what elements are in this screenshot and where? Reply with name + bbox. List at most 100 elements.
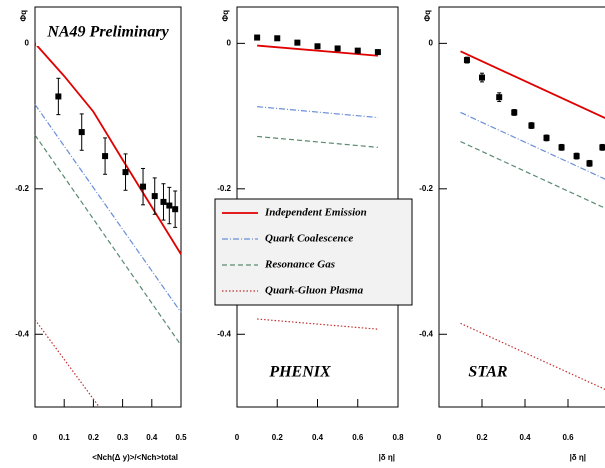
marker — [599, 144, 605, 151]
data-point — [543, 134, 550, 142]
series-line — [257, 135, 378, 148]
x-tick-label: 0.3 — [117, 433, 129, 442]
marker — [463, 57, 470, 64]
x-tick-label: 0.2 — [88, 433, 100, 442]
y-tick-label: -0.4 — [419, 329, 433, 338]
y-axis-label: Φq — [221, 10, 230, 22]
y-tick-label: -0.4 — [15, 329, 29, 338]
plot-frame — [438, 6, 605, 408]
x-tick-label: 0.5 — [175, 433, 187, 442]
series-line — [34, 134, 182, 346]
series-line — [34, 42, 182, 255]
marker — [78, 129, 85, 136]
data-point — [586, 159, 593, 167]
series-line — [34, 319, 100, 408]
marker — [479, 74, 485, 81]
series-line — [460, 141, 605, 209]
x-tick-label: 0.2 — [272, 433, 284, 442]
plot-frame — [34, 6, 182, 408]
series-line — [257, 106, 378, 119]
x-axis-label: |δ η| — [379, 453, 395, 462]
data-point — [172, 190, 179, 228]
marker — [140, 183, 147, 190]
data-point — [354, 47, 361, 54]
data-point — [314, 43, 321, 50]
y-axis-label: Φq — [19, 10, 28, 22]
legend-label: Independent Emission — [264, 207, 367, 219]
chart-title: STAR — [468, 364, 507, 381]
marker — [334, 45, 341, 52]
legend-label: Quark Coalescence — [265, 233, 353, 245]
legend-box — [214, 198, 413, 306]
y-tick-label: -0.2 — [217, 184, 231, 193]
title-box — [36, 19, 180, 46]
x-tick-label: 0.1 — [59, 433, 71, 442]
x-tick-label: 0.4 — [146, 433, 158, 442]
marker — [172, 206, 179, 213]
chart-title: PHENIX — [268, 364, 331, 381]
marker — [122, 169, 129, 176]
marker — [274, 35, 281, 42]
x-tick-label: 0 — [235, 433, 240, 442]
y-tick-label: -0.2 — [419, 184, 433, 193]
marker — [294, 39, 301, 46]
data-point — [274, 35, 281, 42]
x-axis-label: <Nch(Δ y)>/<Nch>total — [92, 453, 178, 462]
chart-title: NA49 Preliminary — [46, 24, 169, 41]
data-point — [496, 92, 503, 103]
data-point — [573, 152, 580, 160]
data-point — [294, 39, 301, 46]
y-tick-label: -0.2 — [15, 184, 29, 193]
marker — [374, 49, 381, 56]
series-line — [460, 50, 605, 119]
marker — [573, 153, 580, 160]
marker — [314, 43, 321, 50]
data-point — [374, 49, 381, 56]
series-line — [34, 104, 182, 313]
marker — [558, 144, 565, 151]
y-tick-label: -0.4 — [217, 329, 231, 338]
marker — [254, 34, 261, 41]
marker — [586, 160, 593, 167]
x-axis-label: |δ η| — [570, 453, 586, 462]
y-tick-label: 0 — [429, 38, 434, 47]
x-tick-label: 0 — [33, 433, 38, 442]
data-point — [55, 77, 62, 116]
x-tick-label: 0.6 — [352, 433, 364, 442]
data-point — [334, 45, 341, 52]
data-point — [102, 137, 109, 175]
data-point — [140, 167, 147, 206]
data-point — [599, 143, 605, 151]
x-tick-label: 0.4 — [312, 433, 324, 442]
data-point — [528, 122, 535, 129]
x-tick-label: 0.2 — [476, 433, 488, 442]
marker — [543, 134, 550, 141]
y-axis-label: Φq — [423, 10, 432, 22]
marker — [55, 93, 62, 100]
marker — [511, 109, 518, 116]
marker — [528, 122, 535, 129]
y-tick-label: 0 — [227, 38, 232, 47]
series-line — [460, 111, 605, 180]
data-point — [166, 186, 173, 225]
series-line — [257, 318, 378, 330]
marker — [102, 153, 109, 160]
legend-label: Resonance Gas — [264, 259, 335, 271]
series-line — [460, 322, 605, 391]
x-tick-label: 0 — [437, 433, 442, 442]
marker — [151, 193, 158, 200]
marker — [166, 202, 173, 209]
data-point — [78, 113, 85, 151]
marker — [160, 198, 167, 205]
legend-label: Quark-Gluon Plasma — [265, 285, 364, 297]
data-point — [254, 34, 261, 41]
x-tick-label: 0.8 — [392, 433, 404, 442]
marker — [496, 94, 503, 101]
y-tick-label: 0 — [25, 38, 30, 47]
x-tick-label: 0.4 — [519, 433, 531, 442]
marker — [354, 47, 361, 54]
legend: Independent Emission Quark Coalescence Res… — [214, 198, 413, 306]
data-point — [511, 109, 518, 116]
